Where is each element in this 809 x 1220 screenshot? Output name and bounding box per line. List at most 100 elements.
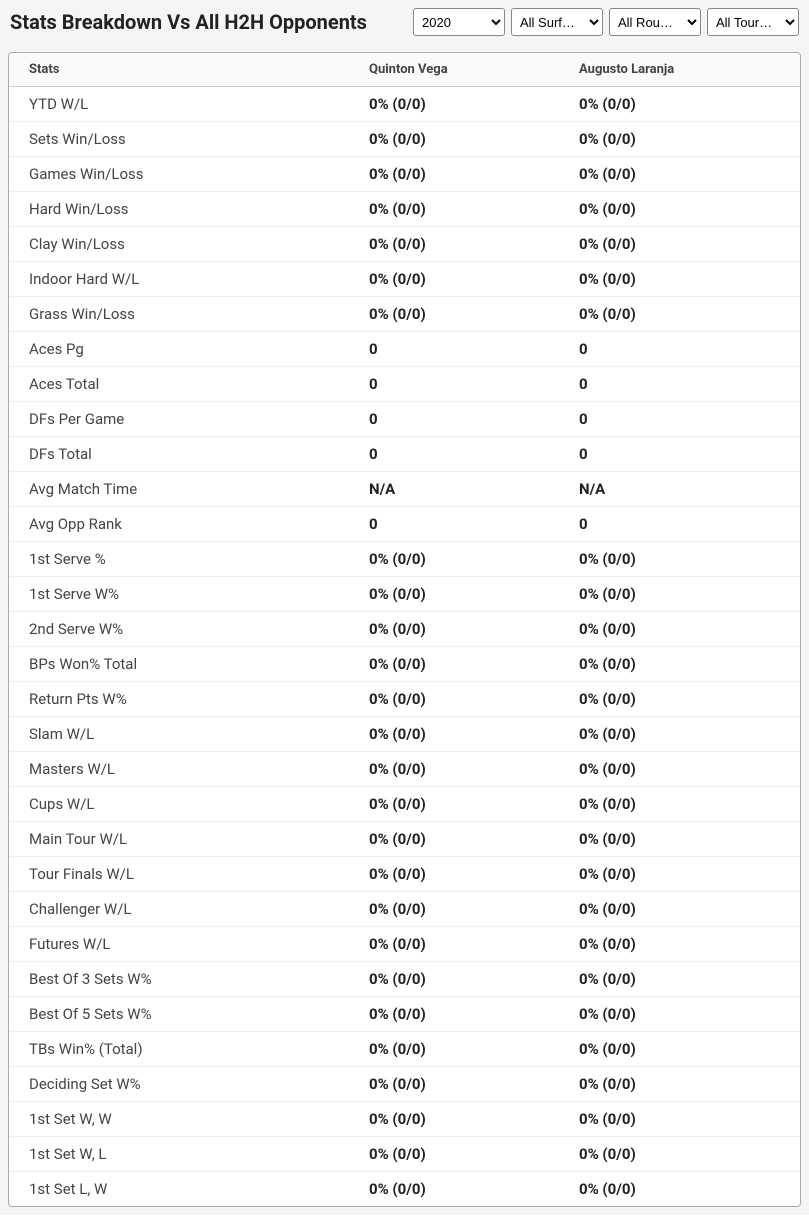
stat-name-cell: Slam W/L	[9, 717, 349, 752]
table-row: YTD W/L0% (0/0)0% (0/0)	[9, 87, 800, 122]
player2-value-cell: 0	[559, 367, 800, 402]
stat-name-cell: Challenger W/L	[9, 892, 349, 927]
table-row: Avg Opp Rank00	[9, 507, 800, 542]
table-header-row: Stats Quinton Vega Augusto Laranja	[9, 53, 800, 87]
player2-value-cell: 0% (0/0)	[559, 87, 800, 122]
table-row: Deciding Set W%0% (0/0)0% (0/0)	[9, 1067, 800, 1102]
table-row: 2nd Serve W%0% (0/0)0% (0/0)	[9, 612, 800, 647]
player2-value-cell: 0% (0/0)	[559, 647, 800, 682]
table-row: Masters W/L0% (0/0)0% (0/0)	[9, 752, 800, 787]
table-row: 1st Serve W%0% (0/0)0% (0/0)	[9, 577, 800, 612]
table-row: Futures W/L0% (0/0)0% (0/0)	[9, 927, 800, 962]
player1-value-cell: 0	[349, 437, 559, 472]
table-border: Stats Quinton Vega Augusto Laranja YTD W…	[8, 52, 801, 1207]
stat-name-cell: DFs Per Game	[9, 402, 349, 437]
player2-value-cell: 0% (0/0)	[559, 1032, 800, 1067]
table-row: Slam W/L0% (0/0)0% (0/0)	[9, 717, 800, 752]
player1-value-cell: 0	[349, 402, 559, 437]
player2-value-cell: 0% (0/0)	[559, 997, 800, 1032]
player1-value-cell: 0% (0/0)	[349, 647, 559, 682]
stat-name-cell: Return Pts W%	[9, 682, 349, 717]
player1-value-cell: 0% (0/0)	[349, 157, 559, 192]
table-row: 1st Set W, W0% (0/0)0% (0/0)	[9, 1102, 800, 1137]
stat-name-cell: BPs Won% Total	[9, 647, 349, 682]
player1-value-cell: 0% (0/0)	[349, 1067, 559, 1102]
stat-name-cell: Main Tour W/L	[9, 822, 349, 857]
stats-table: Stats Quinton Vega Augusto Laranja YTD W…	[9, 53, 800, 1206]
stat-name-cell: Aces Pg	[9, 332, 349, 367]
stat-name-cell: 1st Serve %	[9, 542, 349, 577]
stat-name-cell: Best Of 3 Sets W%	[9, 962, 349, 997]
stat-name-cell: Grass Win/Loss	[9, 297, 349, 332]
stat-name-cell: Best Of 5 Sets W%	[9, 997, 349, 1032]
surface-select[interactable]: All Surf…	[511, 8, 603, 36]
table-row: Main Tour W/L0% (0/0)0% (0/0)	[9, 822, 800, 857]
tour-select[interactable]: All Tour…	[707, 8, 799, 36]
table-row: 1st Serve %0% (0/0)0% (0/0)	[9, 542, 800, 577]
player1-value-cell: 0% (0/0)	[349, 227, 559, 262]
stat-name-cell: Indoor Hard W/L	[9, 262, 349, 297]
player1-value-cell: 0% (0/0)	[349, 192, 559, 227]
table-row: 1st Set W, L0% (0/0)0% (0/0)	[9, 1137, 800, 1172]
page-title: Stats Breakdown Vs All H2H Opponents	[10, 10, 367, 34]
header-bar: Stats Breakdown Vs All H2H Opponents 202…	[0, 0, 809, 44]
player2-value-cell: 0	[559, 332, 800, 367]
player1-value-cell: 0	[349, 367, 559, 402]
stat-name-cell: Masters W/L	[9, 752, 349, 787]
table-row: Aces Pg00	[9, 332, 800, 367]
stat-name-cell: Clay Win/Loss	[9, 227, 349, 262]
player1-value-cell: 0% (0/0)	[349, 962, 559, 997]
player2-value-cell: 0% (0/0)	[559, 157, 800, 192]
player1-value-cell: 0% (0/0)	[349, 787, 559, 822]
player2-value-cell: 0	[559, 507, 800, 542]
stat-name-cell: 1st Set W, L	[9, 1137, 349, 1172]
player2-value-cell: 0% (0/0)	[559, 927, 800, 962]
player2-value-cell: 0% (0/0)	[559, 542, 800, 577]
table-row: Sets Win/Loss0% (0/0)0% (0/0)	[9, 122, 800, 157]
stat-name-cell: DFs Total	[9, 437, 349, 472]
round-select[interactable]: All Rou…	[609, 8, 701, 36]
stat-name-cell: 1st Set W, W	[9, 1102, 349, 1137]
player2-value-cell: 0% (0/0)	[559, 1102, 800, 1137]
table-row: Hard Win/Loss0% (0/0)0% (0/0)	[9, 192, 800, 227]
table-row: Tour Finals W/L0% (0/0)0% (0/0)	[9, 857, 800, 892]
player1-value-cell: 0	[349, 507, 559, 542]
table-row: Grass Win/Loss0% (0/0)0% (0/0)	[9, 297, 800, 332]
player2-value-cell: 0	[559, 402, 800, 437]
year-select[interactable]: 2020	[413, 8, 505, 36]
player2-value-cell: 0% (0/0)	[559, 192, 800, 227]
player2-value-cell: 0% (0/0)	[559, 717, 800, 752]
player2-value-cell: 0% (0/0)	[559, 262, 800, 297]
player1-value-cell: 0% (0/0)	[349, 857, 559, 892]
player2-value-cell: 0% (0/0)	[559, 857, 800, 892]
player1-value-cell: 0% (0/0)	[349, 1172, 559, 1207]
stat-name-cell: Deciding Set W%	[9, 1067, 349, 1102]
player2-value-cell: 0% (0/0)	[559, 577, 800, 612]
player2-value-cell: 0% (0/0)	[559, 122, 800, 157]
stat-name-cell: Tour Finals W/L	[9, 857, 349, 892]
stat-name-cell: TBs Win% (Total)	[9, 1032, 349, 1067]
player1-value-cell: 0	[349, 332, 559, 367]
column-header-stats: Stats	[9, 53, 349, 87]
player1-value-cell: 0% (0/0)	[349, 1032, 559, 1067]
table-row: Best Of 5 Sets W%0% (0/0)0% (0/0)	[9, 997, 800, 1032]
player1-value-cell: 0% (0/0)	[349, 542, 559, 577]
table-row: Cups W/L0% (0/0)0% (0/0)	[9, 787, 800, 822]
table-row: 1st Set L, W0% (0/0)0% (0/0)	[9, 1172, 800, 1207]
player1-value-cell: 0% (0/0)	[349, 262, 559, 297]
stat-name-cell: Cups W/L	[9, 787, 349, 822]
player1-value-cell: 0% (0/0)	[349, 1137, 559, 1172]
player2-value-cell: N/A	[559, 472, 800, 507]
stat-name-cell: Hard Win/Loss	[9, 192, 349, 227]
player1-value-cell: 0% (0/0)	[349, 717, 559, 752]
player2-value-cell: 0% (0/0)	[559, 787, 800, 822]
table-row: Return Pts W%0% (0/0)0% (0/0)	[9, 682, 800, 717]
table-row: Indoor Hard W/L0% (0/0)0% (0/0)	[9, 262, 800, 297]
player2-value-cell: 0	[559, 437, 800, 472]
player1-value-cell: 0% (0/0)	[349, 997, 559, 1032]
table-wrapper: Stats Quinton Vega Augusto Laranja YTD W…	[0, 44, 809, 1215]
player1-value-cell: N/A	[349, 472, 559, 507]
stat-name-cell: Games Win/Loss	[9, 157, 349, 192]
table-row: TBs Win% (Total)0% (0/0)0% (0/0)	[9, 1032, 800, 1067]
player2-value-cell: 0% (0/0)	[559, 962, 800, 997]
